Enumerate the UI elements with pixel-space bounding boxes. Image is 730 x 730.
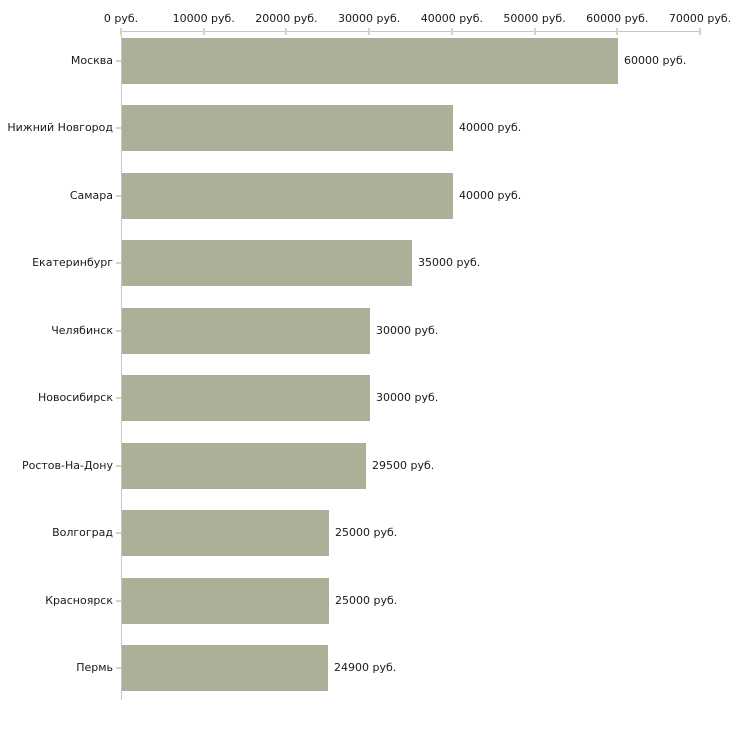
bar [122,645,328,691]
y-axis-tick [116,599,121,602]
x-axis-tick [202,28,205,35]
category-label: Самара [69,188,113,202]
y-axis-tick [116,59,121,62]
value-label: 40000 руб. [459,121,522,134]
category-label: Красноярск [45,593,113,607]
x-axis-tick [616,28,619,35]
x-axis-tick-label: 50000 руб. [503,12,566,25]
bar [122,37,618,84]
category-label: Новосибирск [37,391,113,404]
value-label: 30000 руб. [376,391,439,404]
x-axis-tick-label: 20000 руб. [255,12,318,25]
bar [122,577,329,624]
y-axis-line [121,31,122,700]
category-label: Ростов-На-Дону [21,458,113,472]
bar [122,307,370,354]
y-axis-tick [116,262,121,264]
bar [122,510,329,556]
x-axis-tick-label: 10000 руб. [172,12,235,25]
value-label: 24900 руб. [334,661,397,674]
x-axis-tick-label: 70000 руб. [668,12,730,25]
value-label: 29500 руб. [372,458,435,472]
x-axis-tick [699,28,701,35]
x-axis-tick-label: 60000 руб. [586,12,649,25]
category-label: Москва [70,53,113,67]
y-axis-tick [116,329,121,332]
value-label: 60000 руб. [624,53,687,67]
category-label: Пермь [76,661,113,674]
x-axis-tick-label: 40000 руб. [420,12,483,25]
y-axis-tick [116,397,121,399]
y-axis-tick [116,667,121,669]
bar [122,240,412,286]
bar [122,172,453,219]
x-axis-tick-label: 0 руб. [103,12,139,25]
x-axis-tick-label: 30000 руб. [338,12,401,25]
y-axis-tick [116,127,121,129]
value-label: 40000 руб. [459,188,522,202]
x-axis-tick [368,28,371,35]
y-axis-tick [116,194,121,197]
value-label: 30000 руб. [376,323,439,337]
x-axis-tick [533,28,536,35]
category-label: Волгоград [52,526,113,539]
x-axis-tick [120,28,122,35]
value-label: 25000 руб. [335,526,398,539]
bar [122,375,370,421]
category-label: Челябинск [51,323,113,337]
x-axis-tick [285,28,288,35]
value-label: 35000 руб. [418,256,481,269]
bar [122,442,366,489]
y-axis-tick [116,532,121,534]
y-axis-tick [116,464,121,467]
x-axis-line [121,31,701,32]
category-label: Нижний Новгород [7,121,113,134]
x-axis-tick [450,28,453,35]
bar [122,105,453,151]
category-label: Екатеринбург [32,256,113,269]
value-label: 25000 руб. [335,593,398,607]
